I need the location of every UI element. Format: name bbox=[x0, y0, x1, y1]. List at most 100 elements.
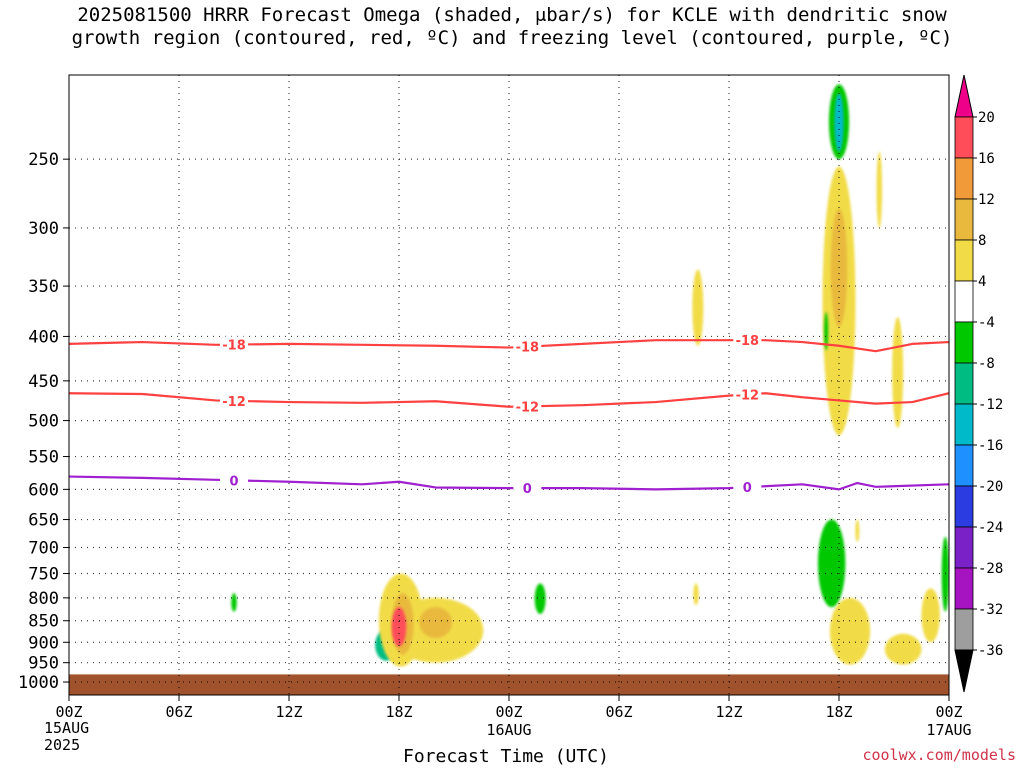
y-tick-label: 550 bbox=[28, 448, 59, 468]
colorbar: 20 16 12 8 4 -4 -8 -12 -16 -20 -24 -28 -32 -36 bbox=[954, 74, 1003, 693]
omega-shaded-region bbox=[419, 607, 453, 639]
y-tick-label: 850 bbox=[28, 612, 59, 632]
colorbar-swatch bbox=[954, 567, 974, 610]
y-tick-label: 450 bbox=[28, 372, 59, 392]
ground-below-surface bbox=[69, 674, 949, 695]
colorbar-label: -20 bbox=[978, 479, 1003, 495]
colorbar-swatch bbox=[954, 608, 974, 651]
omega-shaded-region bbox=[824, 312, 829, 351]
y-tick-label: 1000 bbox=[18, 673, 59, 693]
y-tick-label: 600 bbox=[28, 480, 59, 500]
colorbar-swatch bbox=[954, 403, 974, 446]
grid-lines bbox=[69, 75, 949, 695]
contour-label-bg bbox=[513, 398, 542, 415]
x-tick-label: 12Z bbox=[715, 703, 742, 721]
watermark: coolwx.com/models bbox=[862, 746, 1016, 764]
colorbar-label: 12 bbox=[978, 192, 995, 208]
colorbar-top-arrow bbox=[954, 74, 974, 118]
x-tick-label: 06Z bbox=[165, 703, 192, 721]
start-year: 2025 bbox=[44, 736, 81, 754]
colorbar-swatch bbox=[954, 321, 974, 364]
y-tick-label: 950 bbox=[28, 654, 59, 674]
colorbar-label: -32 bbox=[978, 602, 1003, 618]
colorbar-label: -12 bbox=[978, 397, 1003, 413]
contour-label: 0 bbox=[523, 482, 532, 497]
colorbar-label: -36 bbox=[978, 643, 1003, 659]
x-tick-label: 00Z bbox=[935, 703, 962, 721]
x-tick-label: 12Z bbox=[275, 703, 302, 721]
y-tick-label: 400 bbox=[28, 327, 59, 347]
x-tick-label: 18Z bbox=[385, 703, 412, 721]
contour-label: -18 bbox=[736, 334, 760, 349]
omega-shaded-region bbox=[693, 583, 699, 605]
start-date: 15AUG bbox=[44, 719, 90, 737]
contour-label: -12 bbox=[736, 388, 760, 403]
colorbar-label: 16 bbox=[978, 151, 995, 167]
colorbar-label: -24 bbox=[978, 520, 1003, 536]
y-tick-label: 300 bbox=[28, 219, 59, 239]
x-tick-label: 00Z bbox=[55, 703, 82, 721]
y-tick-label: 500 bbox=[28, 412, 59, 432]
title-line-1: 2025081500 HRRR Forecast Omega (shaded, … bbox=[77, 4, 947, 26]
contour-label-bg bbox=[220, 472, 248, 489]
omega-shaded-region bbox=[892, 317, 904, 429]
x-tick-label: 06Z bbox=[605, 703, 632, 721]
omega-shaded-region bbox=[884, 633, 922, 665]
contour-label-bg bbox=[513, 338, 542, 355]
plot-frame bbox=[68, 74, 950, 696]
omega-shaded-region bbox=[829, 597, 871, 665]
contour-label: 0 bbox=[229, 474, 238, 489]
contour-label: -18 bbox=[516, 341, 540, 356]
omega-shaded-region bbox=[855, 519, 860, 543]
omega-shaded-region bbox=[391, 607, 407, 647]
colorbar-swatch bbox=[954, 485, 974, 528]
temperature-contours: -18 -18 -18 -12 -12 -12 0 0 0 bbox=[69, 332, 949, 497]
colorbar-label: 4 bbox=[978, 274, 986, 290]
ground-fill bbox=[69, 674, 949, 695]
contour-label-bg bbox=[733, 332, 762, 349]
colorbar-swatch bbox=[954, 198, 974, 241]
contour-label-bg bbox=[220, 336, 248, 353]
y-axis-pressure: 2503003504004505005506006507007508008509… bbox=[18, 150, 69, 693]
omega-shaded-region bbox=[534, 583, 546, 615]
y-tick-label: 750 bbox=[28, 565, 59, 585]
x-tick-date-label: 17AUG bbox=[926, 721, 971, 739]
y-tick-label: 650 bbox=[28, 511, 59, 531]
contour-label: -12 bbox=[222, 395, 246, 410]
colorbar-swatch bbox=[954, 444, 974, 487]
chart-title: 2025081500 HRRR Forecast Omega (shaded, … bbox=[0, 4, 1024, 50]
x-tick-label: 18Z bbox=[825, 703, 852, 721]
colorbar-swatch bbox=[954, 526, 974, 569]
omega-shaded-region bbox=[876, 151, 883, 228]
x-axis-label: Forecast Time (UTC) bbox=[403, 746, 609, 767]
y-tick-label: 900 bbox=[28, 633, 59, 653]
y-tick-label: 800 bbox=[28, 589, 59, 609]
colorbar-label: -16 bbox=[978, 438, 1003, 454]
colorbar-swatch bbox=[954, 362, 974, 405]
omega-shaded-region bbox=[231, 593, 237, 612]
omega-shading bbox=[231, 84, 949, 667]
contour-label: -18 bbox=[222, 339, 246, 354]
colorbar-label: -28 bbox=[978, 561, 1003, 577]
title-line-2: growth region (contoured, red, ºC) and f… bbox=[71, 27, 953, 49]
contour-line bbox=[69, 475, 949, 491]
contour-label: -12 bbox=[516, 400, 540, 415]
contour-label-bg bbox=[513, 480, 542, 497]
start-date-label: 15AUG 2025 bbox=[44, 720, 89, 754]
contour-line bbox=[69, 339, 949, 353]
contour-label-bg bbox=[733, 386, 762, 403]
contour-label: 0 bbox=[743, 481, 752, 496]
colorbar-swatch bbox=[954, 116, 974, 159]
colorbar-label: 20 bbox=[978, 110, 995, 126]
x-tick-label: 00Z bbox=[495, 703, 522, 721]
colorbar-bottom-arrow bbox=[954, 649, 974, 693]
omega-shaded-region bbox=[921, 588, 940, 643]
y-tick-label: 250 bbox=[28, 150, 59, 170]
colorbar-label: 8 bbox=[978, 233, 986, 249]
omega-shaded-region bbox=[692, 269, 704, 346]
omega-shaded-region bbox=[834, 93, 844, 152]
y-tick-label: 350 bbox=[28, 277, 59, 297]
x-tick-date-label: 16AUG bbox=[486, 721, 531, 739]
